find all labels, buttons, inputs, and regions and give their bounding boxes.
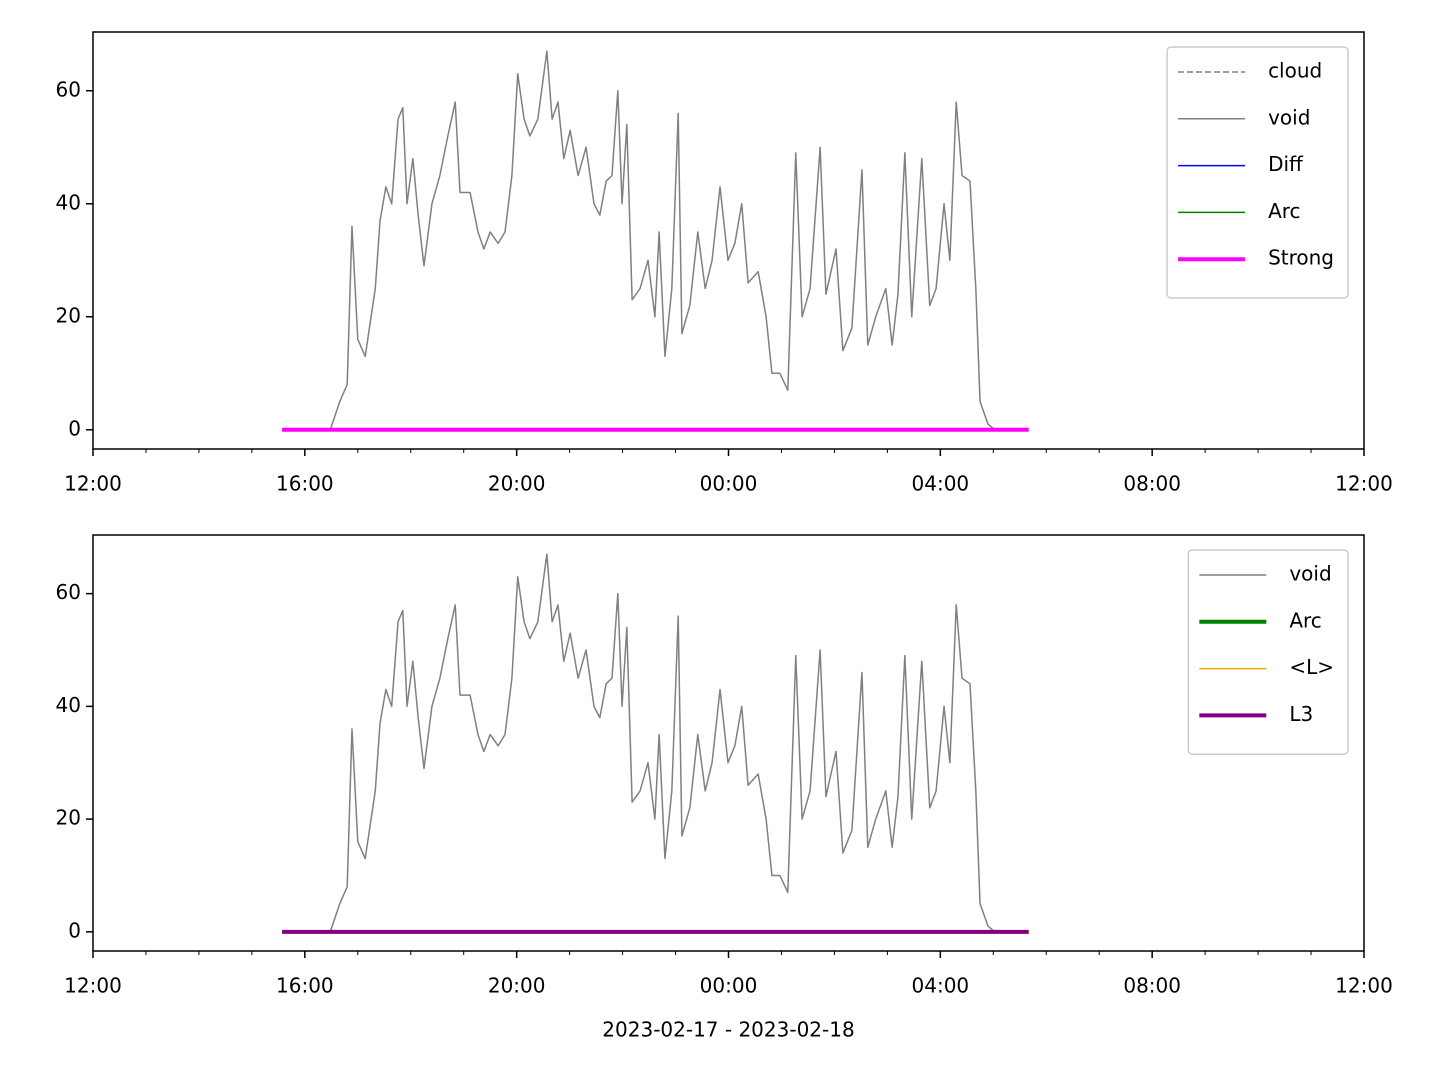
legend-label: Diff bbox=[1268, 152, 1304, 176]
x-tick-label: 20:00 bbox=[488, 974, 546, 998]
y-tick-label: 60 bbox=[56, 580, 81, 604]
x-tick-label: 16:00 bbox=[276, 472, 334, 496]
series-line bbox=[329, 553, 996, 933]
y-tick-label: 40 bbox=[56, 190, 81, 214]
legend-label: void bbox=[1268, 105, 1310, 129]
y-tick-label: 0 bbox=[68, 416, 81, 440]
legend-label: void bbox=[1289, 562, 1331, 586]
x-tick-label: 04:00 bbox=[912, 472, 970, 496]
x-axis-label: 2023-02-17 - 2023-02-18 bbox=[602, 1018, 854, 1042]
x-tick-label: 16:00 bbox=[276, 974, 334, 998]
y-tick-label: 20 bbox=[56, 303, 81, 327]
y-tick-label: 0 bbox=[68, 918, 81, 942]
legend-box bbox=[1166, 46, 1349, 299]
x-tick-label: 04:00 bbox=[912, 974, 970, 998]
legend-label: L3 bbox=[1289, 702, 1313, 726]
legend-label: <L> bbox=[1289, 655, 1334, 679]
series-line bbox=[329, 50, 996, 431]
x-tick-label: 00:00 bbox=[700, 472, 758, 496]
x-tick-label: 00:00 bbox=[700, 974, 758, 998]
legend-label: cloud bbox=[1268, 59, 1322, 83]
x-tick-label: 08:00 bbox=[1123, 974, 1181, 998]
legend: void Arc <L> L3 bbox=[1187, 549, 1349, 755]
legend-label: Arc bbox=[1268, 199, 1300, 223]
legend: cloud void Diff Arc Strong bbox=[1166, 46, 1349, 299]
legend-label: Strong bbox=[1268, 246, 1334, 270]
x-tick-label: 12:00 bbox=[1335, 472, 1393, 496]
y-tick-label: 60 bbox=[56, 77, 81, 101]
legend-box bbox=[1187, 549, 1349, 755]
legend-label: Arc bbox=[1289, 608, 1321, 632]
x-tick-label: 20:00 bbox=[488, 472, 546, 496]
x-tick-label: 08:00 bbox=[1123, 472, 1181, 496]
y-tick-label: 20 bbox=[56, 806, 81, 830]
axes: 0 20 40 60 12:00 16:00 20:00 00:00 04:00 08:00 12:… bbox=[56, 534, 1393, 1042]
x-tick-label: 12:00 bbox=[1335, 974, 1393, 998]
y-tick-label: 40 bbox=[56, 693, 81, 717]
x-tick-label: 12:00 bbox=[64, 472, 122, 496]
x-tick-label: 12:00 bbox=[64, 974, 122, 998]
axes: 0 20 40 60 12:00 16:00 20:00 00:00 04:00 08:00 12:… bbox=[56, 31, 1393, 496]
axes-frame bbox=[92, 534, 1365, 952]
